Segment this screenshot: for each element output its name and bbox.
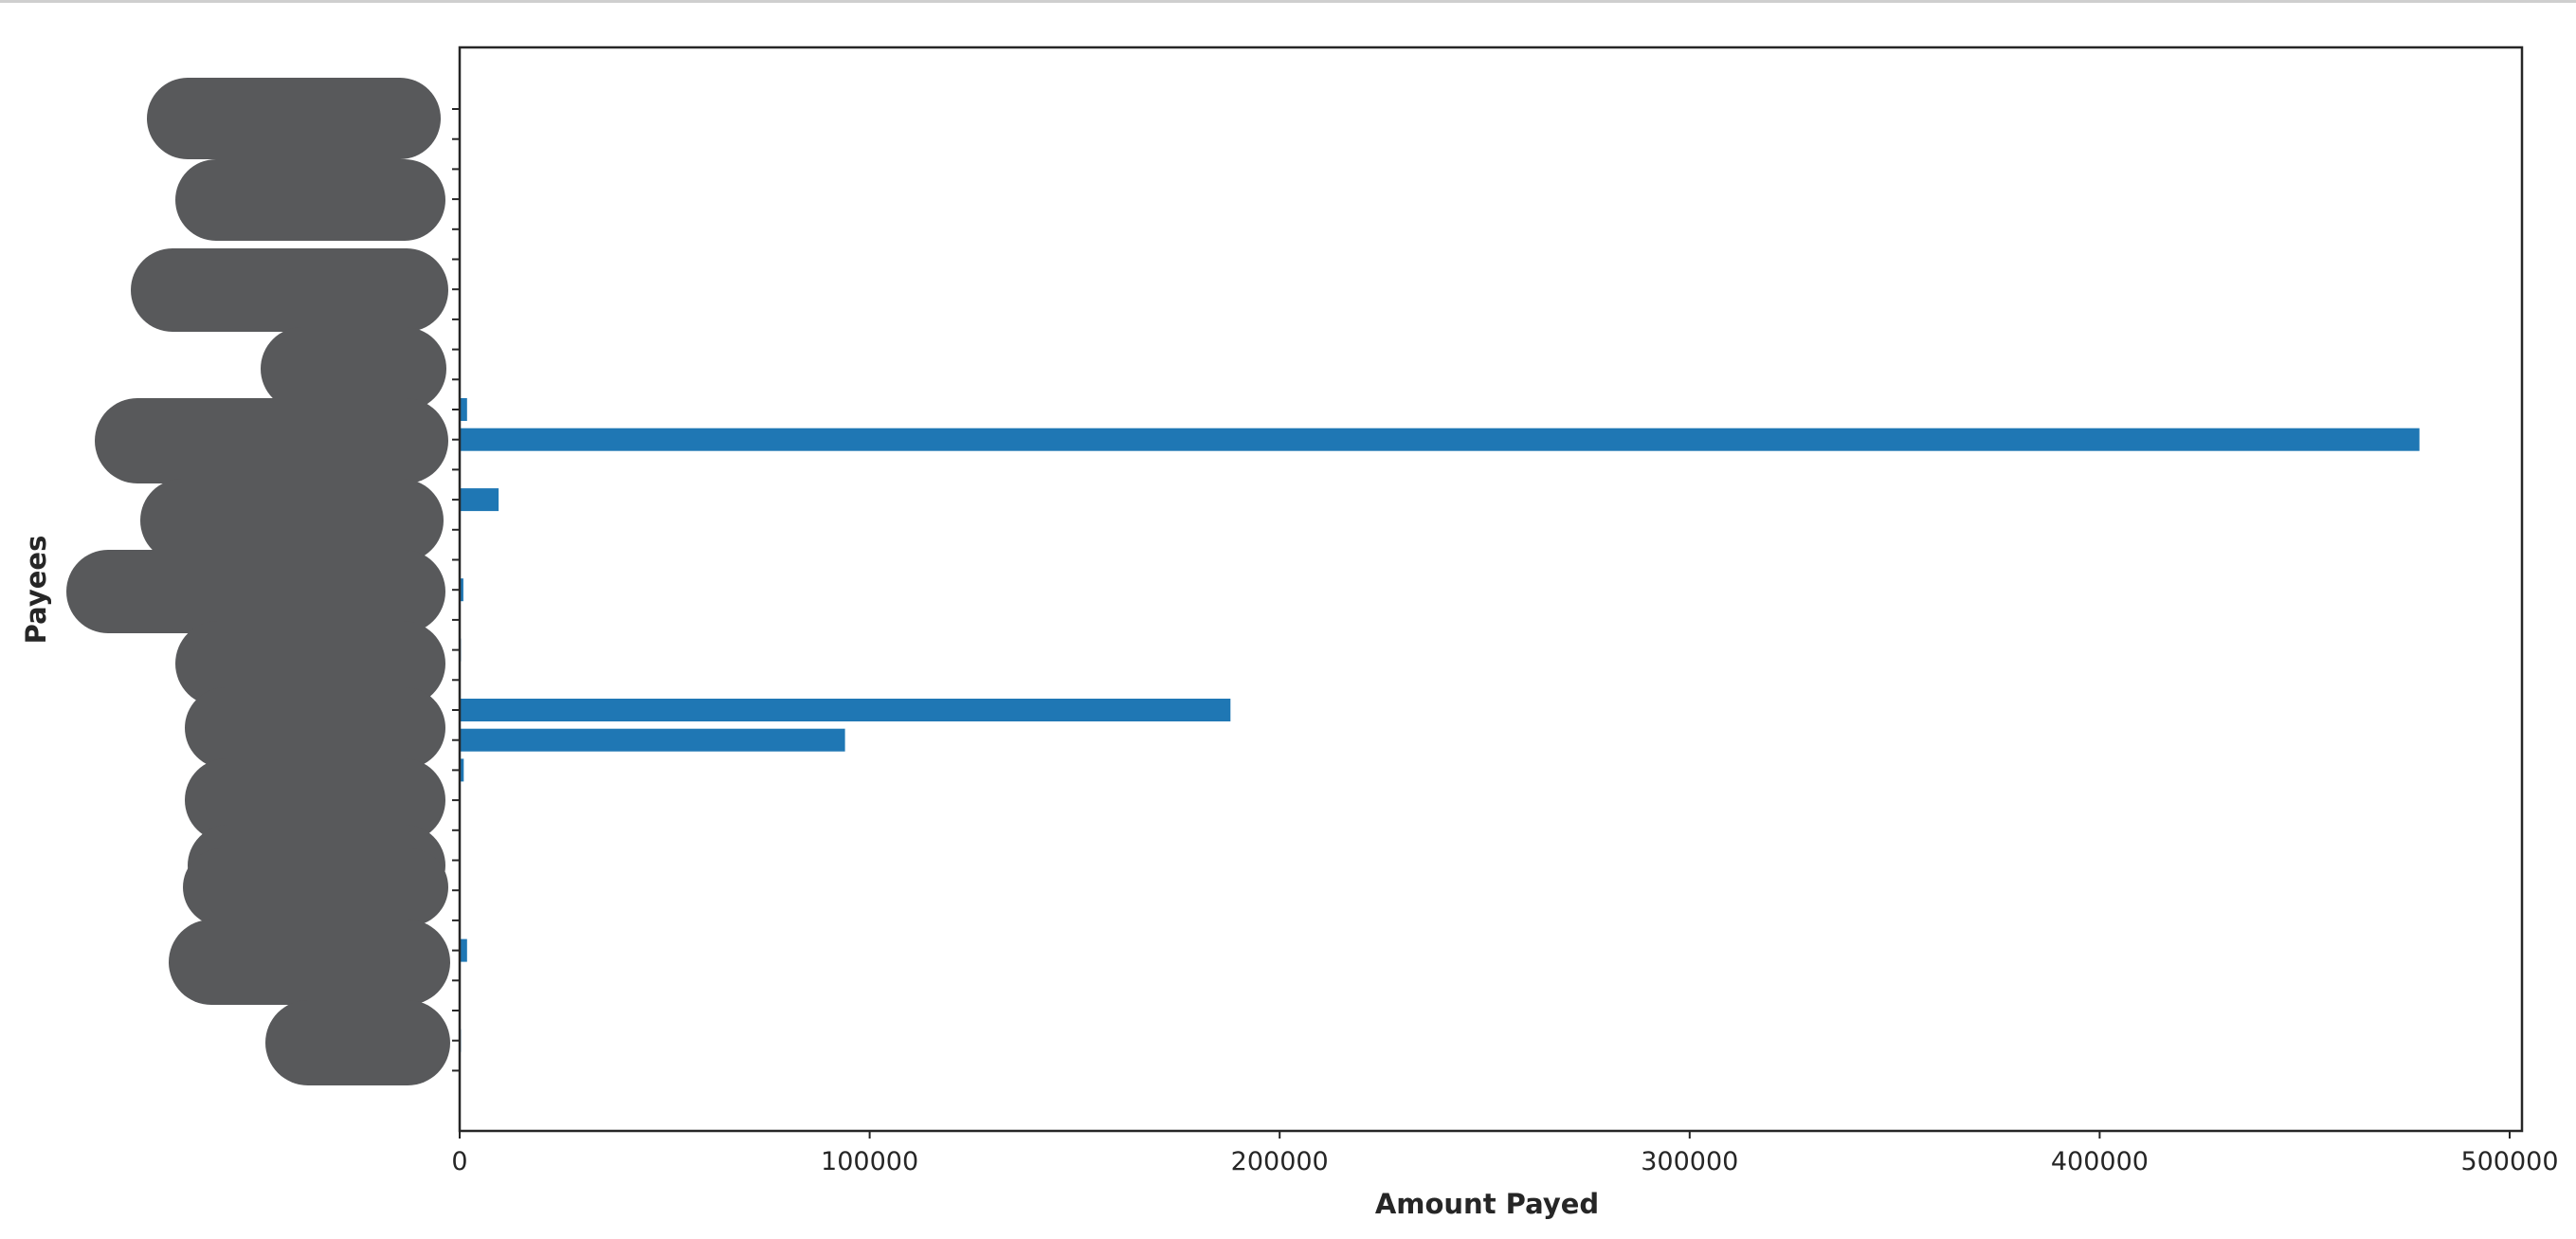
x-axis-title: Amount Payed [1375, 1188, 1599, 1220]
redaction-blob [175, 621, 445, 706]
bars-layer [460, 398, 2420, 1052]
bar [460, 699, 1231, 721]
bar [460, 938, 467, 962]
top-divider [0, 0, 2576, 3]
redaction-blob [169, 920, 450, 1005]
redaction-blob [185, 758, 445, 842]
bar [460, 728, 845, 752]
redaction-blob [185, 687, 445, 769]
bar [460, 758, 464, 782]
x-tick-label: 200000 [1231, 1147, 1329, 1176]
redaction-blob [66, 550, 445, 633]
bar [460, 428, 2420, 451]
redaction-blob [95, 398, 448, 483]
x-ticks: 0 100000 200000 300000 400000 500000 [451, 1131, 2559, 1176]
redaction-blob [131, 248, 448, 332]
redaction-blob [265, 1000, 450, 1085]
plot-frame [458, 46, 2524, 1133]
y-axis-title: Payees [20, 536, 52, 645]
x-tick-label: 300000 [1641, 1147, 1738, 1176]
redaction-blob [183, 848, 448, 926]
bar [460, 398, 467, 421]
x-tick-label: 500000 [2460, 1147, 2558, 1176]
redaction-blob [147, 78, 441, 159]
redaction-blob [175, 159, 445, 241]
bar [460, 578, 463, 602]
redaction-blob [261, 327, 446, 410]
x-tick-label: 400000 [2051, 1147, 2149, 1176]
x-tick-label: 0 [451, 1147, 467, 1176]
bar [460, 488, 499, 512]
x-tick-label: 100000 [821, 1147, 918, 1176]
redaction-blob [140, 479, 444, 562]
y-ticks [452, 108, 460, 1072]
redacted-payee-labels [66, 78, 450, 1085]
